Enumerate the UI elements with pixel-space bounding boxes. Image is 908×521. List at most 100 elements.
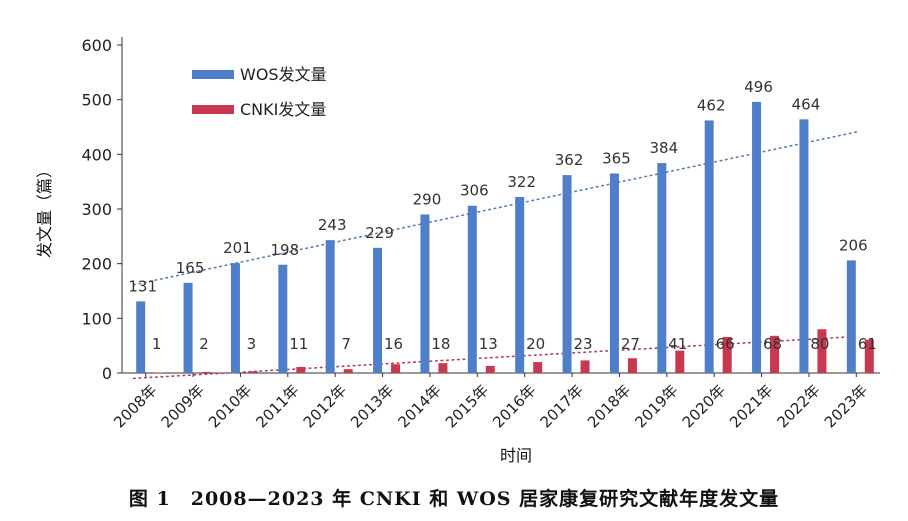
wos-bar <box>515 196 525 373</box>
cnki-data-label: 1 <box>152 335 162 353</box>
y-tick-label: 500 <box>81 91 112 110</box>
figure-caption: 图 1 2008—2023 年 CNKI 和 WOS 居家康复研究文献年度发文量 <box>128 488 780 510</box>
cnki-bar <box>154 372 164 373</box>
cnki-bar <box>770 335 780 373</box>
cnki-bar <box>201 371 211 373</box>
cnki-bar <box>296 366 306 373</box>
y-tick-label: 400 <box>81 145 112 164</box>
cnki-data-label: 27 <box>621 335 640 353</box>
wos-data-label: 365 <box>602 149 631 167</box>
x-tick-label: 2018年 <box>584 381 634 431</box>
cnki-bar <box>864 339 874 373</box>
wos-trendline <box>132 130 860 286</box>
wos-data-label: 462 <box>697 96 726 114</box>
wos-bar <box>799 119 809 373</box>
wos-data-label: 496 <box>744 78 773 96</box>
cnki-data-label: 80 <box>810 335 829 353</box>
wos-bar <box>846 260 856 373</box>
x-axis: 2008年2009年2010年2011年2012年2013年2014年2015年… <box>110 372 880 431</box>
legend-label-cnki: CNKI发文量 <box>240 100 326 119</box>
wos-data-label: 290 <box>413 190 442 208</box>
y-tick-label: 300 <box>81 200 112 219</box>
y-tick-label: 0 <box>102 364 112 383</box>
x-tick-label: 2012年 <box>300 381 350 431</box>
wos-bar <box>325 240 335 373</box>
x-tick-label: 2020年 <box>679 381 729 431</box>
wos-data-label: 198 <box>270 241 299 259</box>
x-tick-label: 2009年 <box>158 381 208 431</box>
x-tick-label: 2010年 <box>205 381 255 431</box>
wos-data-label: 165 <box>176 259 205 277</box>
cnki-data-label: 18 <box>431 335 450 353</box>
cnki-data-label: 41 <box>668 335 687 353</box>
wos-data-label: 229 <box>365 224 394 242</box>
wos-data-label: 306 <box>460 182 489 200</box>
wos-bar <box>373 247 383 373</box>
legend-swatch-cnki <box>192 105 234 114</box>
cnki-bar <box>580 360 590 373</box>
cnki-bar <box>675 350 685 373</box>
wos-data-label: 206 <box>839 236 868 254</box>
wos-bar <box>752 101 762 373</box>
wos-data-label: 243 <box>318 216 347 234</box>
cnki-bar <box>343 369 353 373</box>
wos-bar <box>278 264 288 373</box>
y-axis: 0 100 200 300 400 500 600 <box>81 36 123 383</box>
x-tick-label: 2019年 <box>631 381 681 431</box>
wos-data-label: 384 <box>649 139 678 157</box>
y-tick-label: 200 <box>81 255 112 274</box>
wos-bar <box>467 205 477 373</box>
wos-bar <box>657 163 667 373</box>
wos-bar <box>704 120 714 373</box>
cnki-bar <box>485 365 495 373</box>
cnki-data-label: 3 <box>247 335 257 353</box>
y-axis-title: 发文量（篇） <box>35 162 54 258</box>
bars <box>136 101 874 373</box>
wos-bar <box>562 175 572 373</box>
wos-data-label: 322 <box>507 173 536 191</box>
wos-bar <box>183 282 193 373</box>
cnki-data-label: 68 <box>763 335 782 353</box>
wos-bar <box>136 301 146 373</box>
cnki-data-label: 16 <box>384 335 403 353</box>
x-tick-label: 2015年 <box>442 381 492 431</box>
cnki-data-label: 23 <box>574 335 593 353</box>
cnki-bar <box>248 371 258 373</box>
cnki-bar <box>533 362 543 373</box>
wos-data-label: 464 <box>792 95 821 113</box>
legend-swatch-wos <box>192 70 234 79</box>
cnki-data-label: 20 <box>526 335 545 353</box>
wos-bar <box>609 173 619 373</box>
x-tick-label: 2021年 <box>726 381 776 431</box>
cnki-data-label: 2 <box>199 335 209 353</box>
cnki-data-label: 61 <box>858 335 877 353</box>
wos-data-label: 201 <box>223 239 252 257</box>
wos-bar <box>420 214 430 373</box>
cnki-bar <box>722 336 732 373</box>
cnki-bar <box>438 363 448 373</box>
legend-label-wos: WOS发文量 <box>240 65 327 84</box>
x-tick-label: 2013年 <box>347 381 397 431</box>
cnki-data-label: 66 <box>716 335 735 353</box>
legend: WOS发文量 CNKI发文量 <box>192 65 327 119</box>
x-tick-label: 2014年 <box>394 381 444 431</box>
x-tick-label: 2017年 <box>537 381 587 431</box>
wos-data-label: 131 <box>128 277 157 295</box>
x-axis-title: 时间 <box>500 446 532 465</box>
cnki-data-label: 7 <box>341 335 351 353</box>
x-tick-label: 2008年 <box>110 381 160 431</box>
wos-bar <box>230 263 240 373</box>
x-tick-label: 2022年 <box>773 381 823 431</box>
wos-data-label: 362 <box>555 151 584 169</box>
cnki-bar <box>627 358 637 373</box>
x-tick-label: 2016年 <box>489 381 539 431</box>
y-tick-label: 100 <box>81 309 112 328</box>
x-tick-label: 2023年 <box>821 381 871 431</box>
x-tick-label: 2011年 <box>252 381 302 431</box>
cnki-data-label: 11 <box>289 335 308 353</box>
cnki-data-label: 13 <box>479 335 498 353</box>
y-tick-label: 600 <box>81 36 112 55</box>
cnki-bar <box>817 329 827 373</box>
